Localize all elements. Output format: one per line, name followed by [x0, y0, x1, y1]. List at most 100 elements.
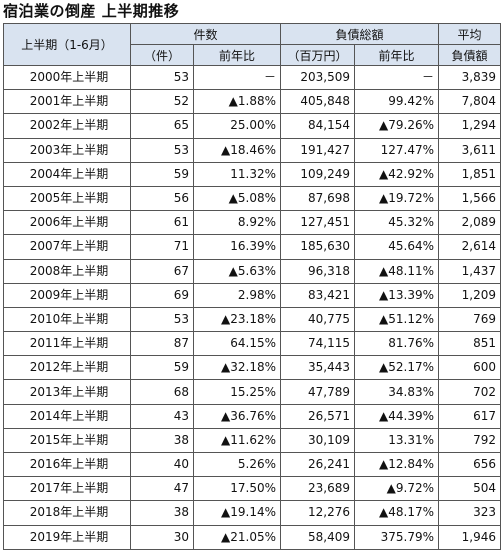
cell-count: 56: [130, 185, 194, 212]
table-row: 2018年上半期 38 ▲19.14% 12,276 ▲48.17% 323: [3, 500, 502, 526]
cell-count-yoy: ▲11.62%: [192, 427, 282, 454]
cell-debt: 26,241: [280, 451, 356, 478]
cell-debt: 35,443: [280, 355, 356, 381]
cell-count: 40: [130, 451, 194, 478]
cell-count: 68: [130, 379, 194, 405]
header-avg-top: 平均: [438, 23, 502, 45]
cell-period: 2003年上半期: [3, 137, 131, 163]
cell-count-yoy: 8.92%: [192, 210, 282, 236]
cell-period: 2015年上半期: [3, 427, 131, 454]
table-row: 2005年上半期 56 ▲5.08% 87,698 ▲19.72% 1,566: [3, 185, 502, 212]
cell-avg-debt: 702: [438, 379, 502, 405]
cell-debt: 12,276: [280, 500, 356, 526]
cell-avg-debt: 3,839: [438, 64, 502, 91]
cell-debt: 185,630: [280, 234, 356, 260]
cell-count: 71: [130, 234, 194, 260]
cell-debt: 83,421: [280, 282, 356, 308]
cell-debt-yoy: 45.64%: [354, 234, 440, 260]
cell-debt: 96,318: [280, 258, 356, 284]
table-row: 2007年上半期 71 16.39% 185,630 45.64% 2,614: [3, 234, 502, 260]
cell-avg-debt: 1,209: [438, 282, 502, 308]
cell-debt-yoy: ▲9.72%: [354, 476, 440, 502]
cell-count-yoy: ▲5.08%: [192, 185, 282, 212]
table-row: 2012年上半期 59 ▲32.18% 35,443 ▲52.17% 600: [3, 355, 502, 381]
header-debt-unit: （百万円）: [280, 44, 356, 66]
cell-avg-debt: 1,946: [438, 524, 502, 550]
cell-debt-yoy: 127.47%: [354, 137, 440, 163]
cell-count-yoy: ▲21.05%: [192, 524, 282, 550]
cell-period: 2014年上半期: [3, 403, 131, 429]
cell-count: 38: [130, 500, 194, 526]
cell-count-yoy: 64.15%: [192, 331, 282, 357]
table-row: 2013年上半期 68 15.25% 47,789 34.83% 702: [3, 379, 502, 405]
table-row: 2004年上半期 59 11.32% 109,249 ▲42.92% 1,851: [3, 161, 502, 187]
cell-period: 2009年上半期: [3, 282, 131, 308]
table-row: 2016年上半期 40 5.26% 26,241 ▲12.84% 656: [3, 451, 502, 478]
cell-debt-yoy: ▲42.92%: [354, 161, 440, 187]
cell-avg-debt: 3,611: [438, 137, 502, 163]
cell-debt-yoy: 375.79%: [354, 524, 440, 550]
cell-count: 47: [130, 476, 194, 502]
cell-debt: 40,775: [280, 306, 356, 333]
table-row: 2009年上半期 69 2.98% 83,421 ▲13.39% 1,209: [3, 282, 502, 308]
cell-avg-debt: 1,851: [438, 161, 502, 187]
cell-period: 2004年上半期: [3, 161, 131, 187]
cell-debt: 84,154: [280, 113, 356, 139]
cell-period: 2018年上半期: [3, 500, 131, 526]
cell-count-yoy: 25.00%: [192, 113, 282, 139]
table-row: 2006年上半期 61 8.92% 127,451 45.32% 2,089: [3, 210, 502, 236]
table-body: 2000年上半期 53 － 203,509 － 3,839 2001年上半期 52 ▲1.88%…: [3, 64, 502, 550]
header-count-group: 件数: [129, 23, 282, 45]
cell-period: 2008年上半期: [3, 258, 131, 284]
cell-count: 67: [130, 258, 194, 284]
cell-debt: 127,451: [280, 210, 356, 236]
cell-avg-debt: 769: [438, 306, 502, 333]
cell-avg-debt: 504: [438, 476, 502, 502]
cell-count-yoy: ▲5.63%: [192, 258, 282, 284]
cell-debt-yoy: 34.83%: [354, 379, 440, 405]
bankruptcy-table: 上半期（1-6月） 件数 負債総額 平均 （件） 前年比 （百万円） 前年比 負…: [3, 23, 502, 550]
cell-debt-yoy: 45.32%: [354, 210, 440, 236]
cell-count-yoy: 17.50%: [192, 476, 282, 502]
cell-avg-debt: 2,614: [438, 234, 502, 260]
cell-debt: 47,789: [280, 379, 356, 405]
table-row: 2008年上半期 67 ▲5.63% 96,318 ▲48.11% 1,437: [3, 258, 502, 284]
cell-count-yoy: 11.32%: [192, 161, 282, 187]
cell-count: 53: [130, 306, 194, 333]
cell-count: 59: [130, 355, 194, 381]
header-period: 上半期（1-6月）: [3, 23, 131, 66]
cell-count: 59: [130, 161, 194, 187]
table-row: 2019年上半期 30 ▲21.05% 58,409 375.79% 1,946: [3, 524, 502, 550]
cell-count: 61: [130, 210, 194, 236]
cell-debt-yoy: ▲51.12%: [354, 306, 440, 333]
table-row: 2017年上半期 47 17.50% 23,689 ▲9.72% 504: [3, 476, 502, 502]
header-debt-yoy: 前年比: [354, 44, 440, 66]
cell-debt-yoy: ▲79.26%: [354, 113, 440, 139]
cell-avg-debt: 617: [438, 403, 502, 429]
cell-count: 87: [130, 331, 194, 357]
cell-count-yoy: ▲23.18%: [192, 306, 282, 333]
cell-period: 2007年上半期: [3, 234, 131, 260]
cell-period: 2001年上半期: [3, 89, 131, 115]
cell-debt: 30,109: [280, 427, 356, 454]
cell-period: 2005年上半期: [3, 185, 131, 212]
cell-count: 69: [130, 282, 194, 308]
cell-count: 53: [130, 64, 194, 91]
header-avg-bottom: 負債額: [438, 44, 502, 66]
cell-avg-debt: 656: [438, 451, 502, 478]
cell-debt-yoy: ▲19.72%: [354, 185, 440, 212]
table-row: 2000年上半期 53 － 203,509 － 3,839: [3, 64, 502, 91]
cell-debt: 74,115: [280, 331, 356, 357]
cell-count: 38: [130, 427, 194, 454]
cell-period: 2013年上半期: [3, 379, 131, 405]
cell-count: 53: [130, 137, 194, 163]
cell-avg-debt: 323: [438, 500, 502, 526]
table-row: 2011年上半期 87 64.15% 74,115 81.76% 851: [3, 331, 502, 357]
cell-debt: 23,689: [280, 476, 356, 502]
table-row: 2014年上半期 43 ▲36.76% 26,571 ▲44.39% 617: [3, 403, 502, 429]
header-count-yoy: 前年比: [192, 44, 282, 66]
cell-count-yoy: 16.39%: [192, 234, 282, 260]
cell-debt-yoy: 13.31%: [354, 427, 440, 454]
cell-debt: 26,571: [280, 403, 356, 429]
cell-debt-yoy: ▲44.39%: [354, 403, 440, 429]
